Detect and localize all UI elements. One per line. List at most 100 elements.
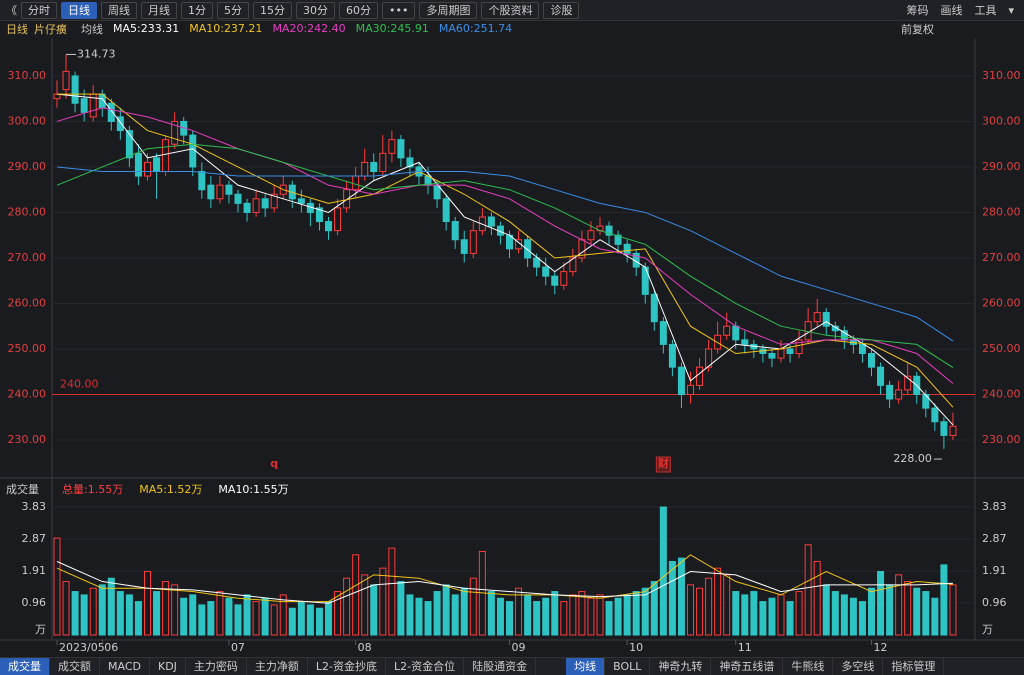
y-tick-label: 240.00 — [8, 387, 47, 400]
volume-bar — [397, 581, 405, 636]
volume-bar — [777, 594, 785, 636]
toolbar-button[interactable]: 1分 — [181, 1, 213, 19]
volume-bar — [171, 584, 179, 636]
event-marker: 财 — [657, 456, 669, 470]
y-tick-label: 3.83 — [22, 500, 47, 513]
candle-body — [922, 393, 930, 409]
toolbar-button[interactable]: 周线 — [101, 1, 137, 19]
toolbar-button[interactable]: 画线 — [940, 4, 963, 17]
volume-bar — [352, 554, 360, 636]
toolbar-button[interactable]: 诊股 — [543, 1, 580, 19]
candle-body — [442, 198, 450, 223]
y-tick-label-right: 2.87 — [982, 532, 1007, 545]
toolbar-button[interactable]: 5分 — [217, 1, 249, 19]
volume-bar — [687, 584, 694, 636]
volume-bar — [424, 601, 432, 636]
tab[interactable]: 成交额 — [50, 658, 100, 675]
candle-body — [487, 216, 495, 227]
tab[interactable]: 牛熊线 — [783, 658, 834, 675]
tab[interactable]: L2-资金合位 — [386, 658, 465, 675]
event-marker: q — [270, 457, 278, 470]
volume-bar — [442, 584, 450, 636]
candle-body — [858, 343, 866, 355]
candle-body — [623, 243, 631, 254]
volume-bar — [162, 581, 170, 636]
y-tick-label: 2.87 — [22, 532, 47, 545]
candle-body — [315, 207, 323, 223]
annotation: 228.00 — [893, 452, 932, 465]
volume-bar — [107, 577, 115, 636]
volume-bar — [668, 560, 676, 636]
volume-bar — [125, 594, 133, 636]
tab[interactable]: 主力密码 — [186, 658, 247, 675]
tab[interactable]: 多空线 — [833, 658, 884, 675]
candle-body — [261, 198, 269, 209]
volume-bar — [116, 591, 124, 636]
candle-body — [334, 207, 342, 232]
tab[interactable]: L2-资金抄底 — [308, 658, 387, 675]
tab[interactable]: 主力净额 — [247, 658, 308, 675]
candle-body — [886, 384, 894, 400]
toolbar-button[interactable]: ••• — [382, 1, 416, 19]
candle-body — [216, 184, 224, 200]
tab[interactable]: KDJ — [150, 658, 186, 675]
back-icon[interactable]: 《 — [6, 4, 17, 17]
volume-bar — [325, 601, 332, 636]
toolbar-button[interactable]: 月线 — [141, 1, 177, 19]
volume-bar — [506, 601, 513, 636]
volume-bar — [949, 584, 957, 636]
candle-body — [406, 157, 414, 168]
tab[interactable]: 神奇五线谱 — [711, 658, 784, 675]
toolbar-button[interactable]: 日线 — [61, 1, 97, 19]
toolbar-button[interactable]: 筹码 — [906, 4, 929, 17]
candle-body — [234, 193, 242, 204]
candle-body — [668, 343, 676, 368]
tab[interactable]: MACD — [100, 658, 150, 675]
volume-stat: MA5:1.52万 — [139, 483, 202, 496]
toolbar-button[interactable]: 15分 — [253, 1, 292, 19]
y-tick-label: 280.00 — [8, 205, 47, 218]
candle-body — [162, 139, 170, 173]
tab[interactable]: 均线 — [566, 658, 606, 675]
volume-bar — [596, 594, 604, 636]
toolbar-button[interactable]: 60分 — [339, 1, 378, 19]
toolbar-button[interactable]: 工具 — [974, 4, 997, 17]
volume-bar — [207, 601, 215, 636]
toolbar-button[interactable]: 个股资料 — [481, 1, 540, 19]
tab[interactable]: BOLL — [605, 658, 651, 675]
candle-body — [397, 139, 405, 159]
volume-bar — [895, 574, 903, 636]
volume-bar — [741, 594, 749, 636]
candle-body — [614, 234, 622, 245]
y-tick-label: 1.91 — [22, 564, 47, 577]
volume-bar — [759, 601, 767, 636]
ma-line — [56, 93, 954, 426]
tab[interactable]: 陆股通资金 — [464, 658, 537, 675]
volume-bar — [578, 591, 586, 636]
volume-bar — [153, 591, 161, 636]
candle-body — [904, 375, 912, 391]
adjust[interactable]: 前复权 — [901, 22, 934, 36]
candle-body — [931, 407, 939, 423]
candle-body — [370, 161, 378, 173]
tab[interactable]: 神奇九转 — [650, 658, 712, 675]
x-tick-label: 09 — [512, 641, 526, 654]
toolbar-button[interactable]: 30分 — [296, 1, 335, 19]
volume-bar — [306, 604, 314, 636]
candle-body — [741, 339, 749, 345]
volume-bar — [415, 597, 423, 636]
candle-body — [768, 353, 776, 359]
volume-bar — [315, 607, 323, 636]
tab[interactable]: 成交量 — [0, 658, 50, 675]
x-tick-label: 11 — [738, 641, 752, 654]
candle-body — [868, 353, 875, 368]
candle-body — [297, 198, 305, 204]
toolbar-button[interactable]: 多周期图 — [419, 1, 478, 19]
tab[interactable]: 指标管理 — [883, 658, 945, 675]
unit-label: 万 — [35, 623, 46, 636]
volume-bar — [868, 587, 875, 636]
candle-body — [207, 184, 215, 200]
more-icon[interactable]: ▾ — [1008, 3, 1014, 17]
toolbar-button[interactable]: 分时 — [21, 1, 57, 19]
